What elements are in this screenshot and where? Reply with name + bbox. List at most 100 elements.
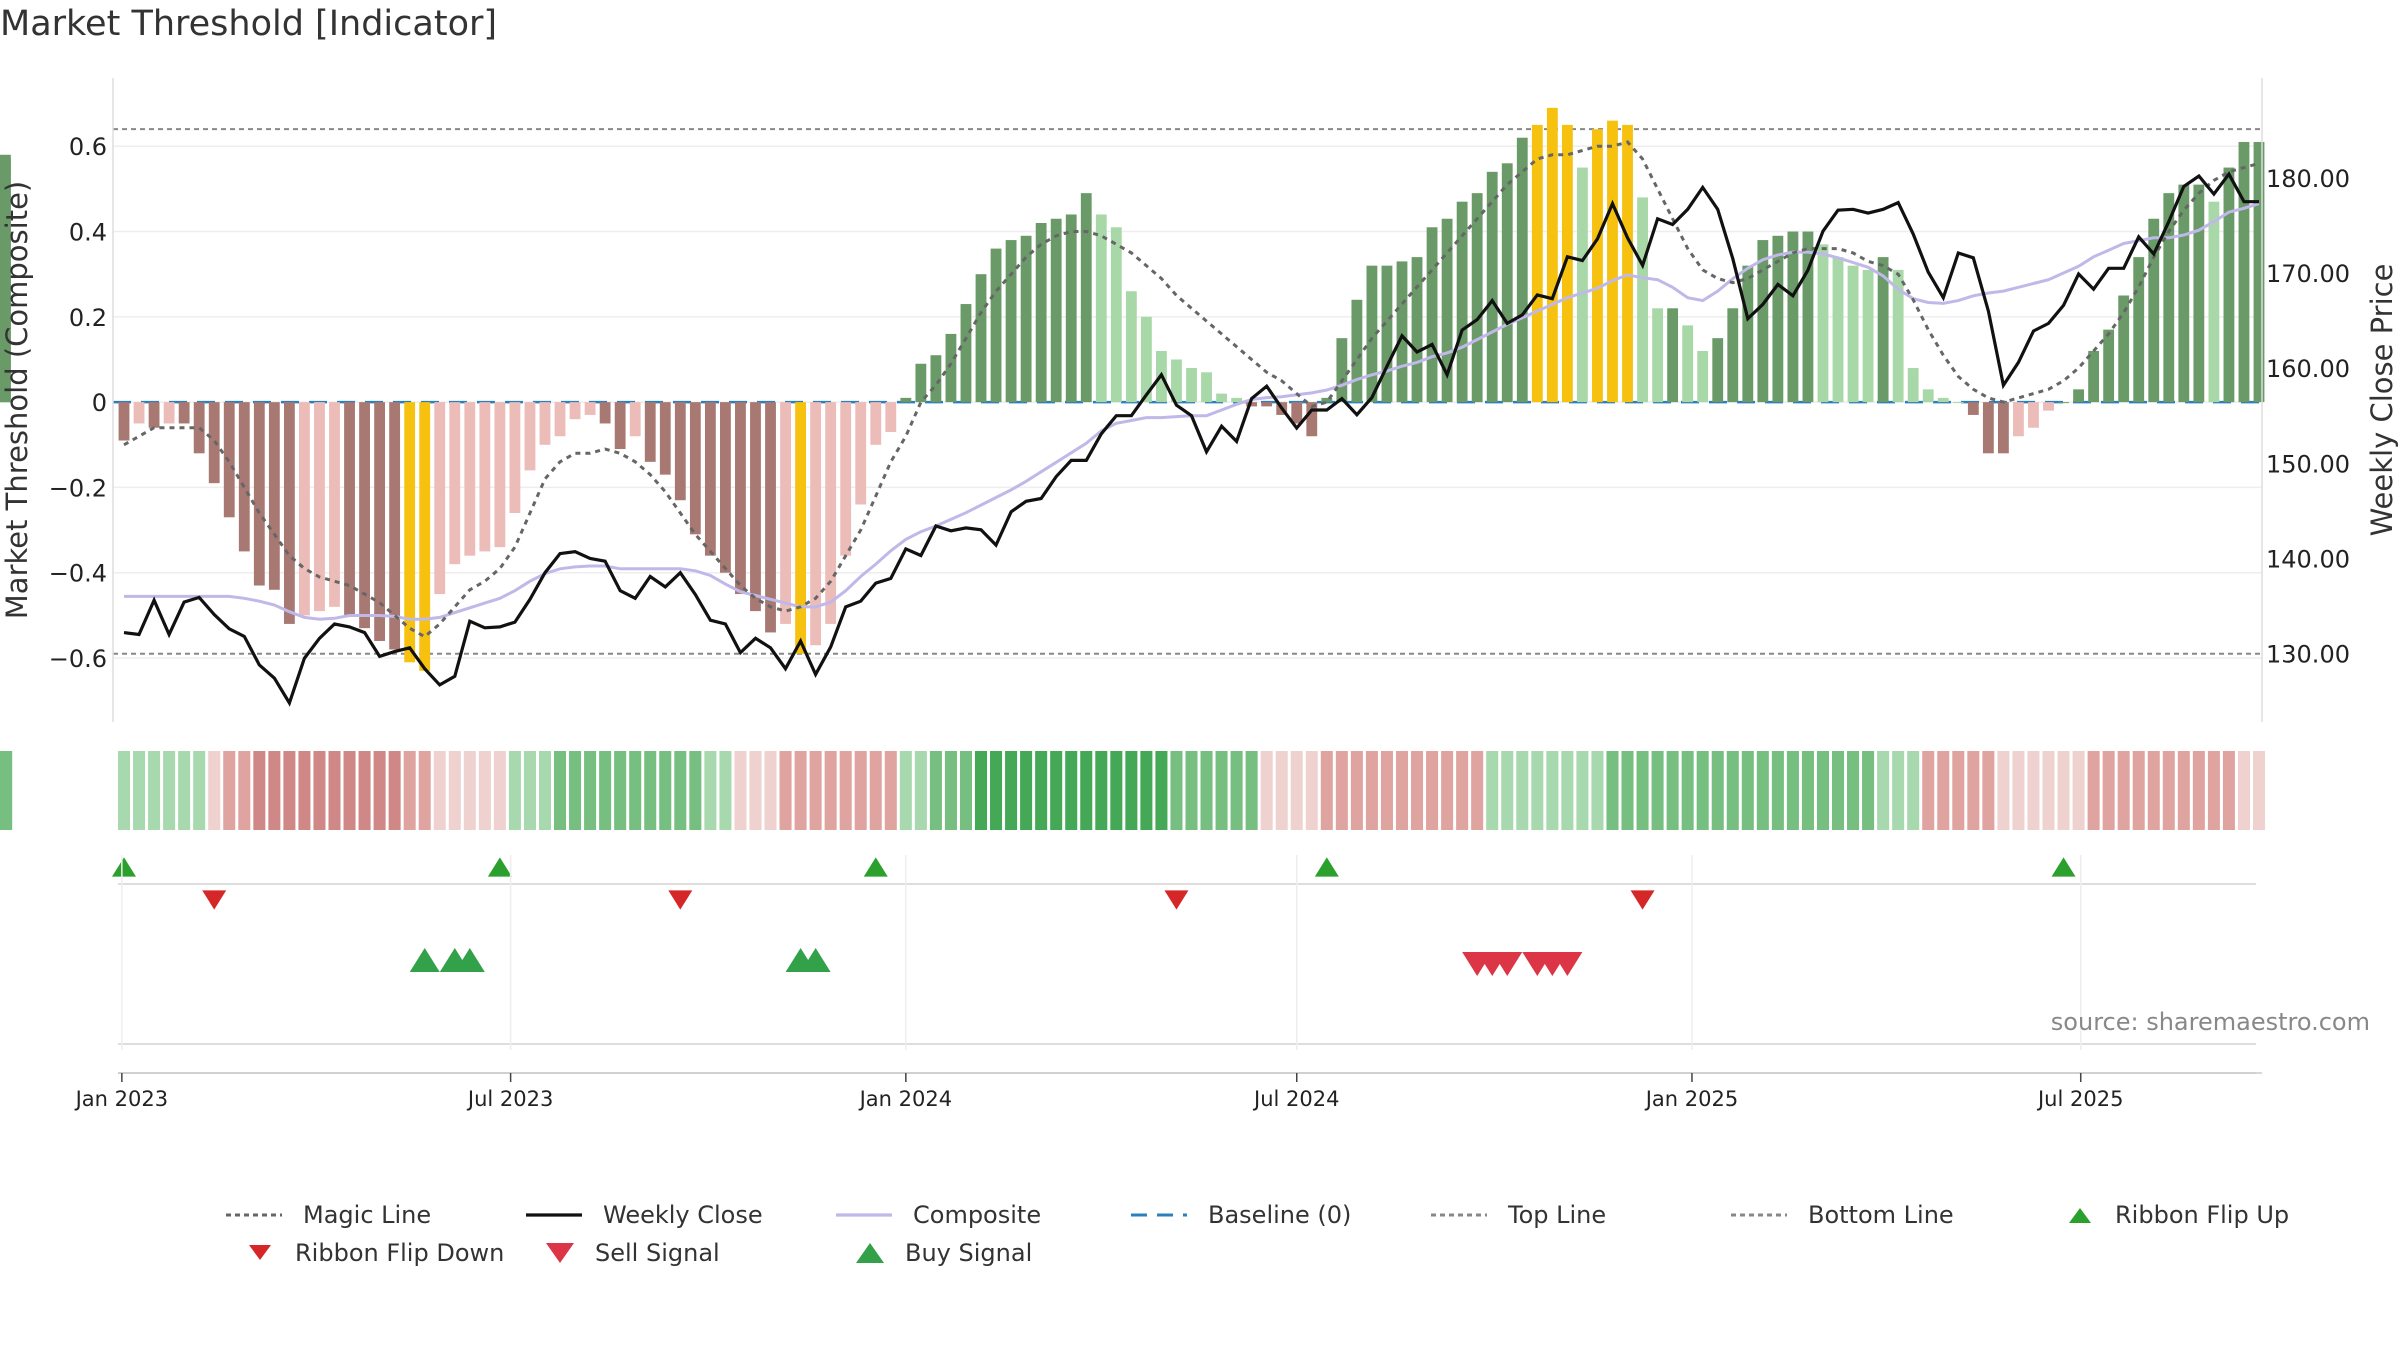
composite-bar [1080, 193, 1092, 403]
ribbon-segment [1681, 751, 1694, 830]
ribbon-segment [1696, 751, 1709, 830]
x-tick-label: Jan 2025 [1644, 1087, 1739, 1111]
ribbon-segment [1125, 751, 1138, 830]
composite-bar [885, 402, 897, 432]
composite-bar [344, 402, 355, 616]
y-right-tick-label: 180.00 [2266, 165, 2350, 193]
ribbon-segment [1952, 751, 1965, 830]
ribbon-segment [1170, 751, 1183, 830]
composite-bar [1531, 124, 1543, 403]
composite-bar [735, 402, 746, 595]
composite-bar [719, 402, 731, 573]
buy-signal-marker [409, 948, 440, 972]
composite-bar [1577, 167, 1588, 403]
composite-bar [960, 304, 972, 403]
y-left-tick-label: 0.6 [69, 133, 107, 161]
composite-bar [599, 402, 611, 424]
ribbon-segment [1290, 751, 1303, 830]
x-tick-label: Jul 2025 [2036, 1087, 2123, 1111]
composite-bar [1201, 372, 1212, 403]
series-lines [123, 140, 2260, 707]
composite-bar [2118, 295, 2130, 403]
legend-swatch [836, 1213, 892, 1217]
y-left-tick-label: 0.4 [69, 219, 107, 247]
ribbon-segment [1185, 751, 1198, 830]
composite-bar [1862, 269, 1874, 403]
ribbon-segment [238, 751, 251, 830]
ribbon-segment [1245, 751, 1258, 830]
ribbon-segment [1035, 751, 1048, 830]
legend-label: Sell Signal [595, 1239, 720, 1267]
composite-bar [1787, 231, 1799, 403]
ribbon-segment [689, 751, 702, 830]
legend-swatch-marker [249, 1245, 271, 1260]
y-right-axis-title: Weekly Close Price [2365, 264, 2399, 537]
composite-bar [1817, 244, 1829, 403]
composite-bar [1261, 402, 1273, 407]
x-tick-label: Jan 2023 [74, 1087, 169, 1111]
composite-bar [419, 402, 431, 671]
legend-label: Weekly Close [603, 1201, 763, 1229]
legend-label: Magic Line [303, 1201, 432, 1229]
ribbon-segment [659, 751, 672, 830]
ribbon-segment [298, 751, 311, 830]
composite-bar [2178, 184, 2190, 403]
ribbon-flip-down-marker [668, 890, 693, 910]
composite-bar [1125, 291, 1137, 403]
composite-bar [163, 402, 175, 424]
ribbon-segment [2087, 751, 2100, 830]
composite-bar [464, 402, 476, 556]
composite-bar [1697, 350, 1709, 403]
y-right-tick-label: 140.00 [2266, 545, 2350, 573]
composite-bar [1892, 269, 1904, 403]
composite-bar [1652, 308, 1664, 403]
composite-bar [1592, 129, 1603, 403]
composite-bar [1336, 338, 1348, 403]
ribbon-segment [1801, 751, 1814, 830]
ribbon-segment [208, 751, 221, 830]
ribbon-segment [163, 751, 176, 830]
legend-item: Ribbon Flip Up [2065, 1198, 2289, 1232]
composite-bar [449, 402, 461, 565]
ribbon-segment [2072, 751, 2085, 830]
ribbon-segment [1380, 751, 1393, 830]
ribbon-segment [1110, 751, 1123, 830]
ribbon-segment [1411, 751, 1424, 830]
ribbon-segment [1531, 751, 1544, 830]
ribbon-segment [1937, 751, 1950, 830]
ribbon-flip-up-marker [2051, 857, 2076, 877]
ribbon-segment [869, 751, 882, 830]
legend-swatch [1731, 1213, 1787, 1217]
ribbon-segment [538, 751, 551, 830]
composite-bar [855, 402, 867, 505]
ribbon-flip-up-marker [1314, 857, 1339, 877]
legend-swatch [856, 1243, 884, 1263]
composite-bar [1020, 235, 1032, 403]
trend-ribbon [0, 751, 2266, 830]
ribbon-segment [1726, 751, 1739, 830]
legend-swatch-marker [2069, 1208, 2091, 1223]
composite-bar [1050, 218, 1062, 403]
composite-bar [644, 402, 656, 462]
ribbon-segment [2147, 751, 2160, 830]
ribbon-segment [629, 751, 642, 830]
ribbon-segment [990, 751, 1003, 830]
ribbon-segment [253, 751, 266, 830]
composite-bar [1877, 257, 1889, 403]
legend-swatch [249, 1245, 271, 1260]
composite-bar [1637, 197, 1648, 403]
ribbon-segment [1832, 751, 1845, 830]
y-left-tick-label: −0.4 [49, 560, 107, 588]
y-left-tick-label: 0.2 [69, 304, 107, 332]
ribbon-segment [824, 751, 837, 830]
ribbon-flip-down-marker [1164, 890, 1189, 910]
composite-bar [2133, 257, 2145, 403]
composite-bar [750, 402, 761, 612]
composite-bar [1426, 227, 1438, 403]
magic-line [123, 140, 2260, 639]
composite-bar [1246, 402, 1258, 407]
composite-bar [1381, 265, 1393, 403]
ribbon-segment [1816, 751, 1829, 830]
legend-swatch [1431, 1213, 1487, 1217]
legend-swatch [1131, 1213, 1187, 1217]
